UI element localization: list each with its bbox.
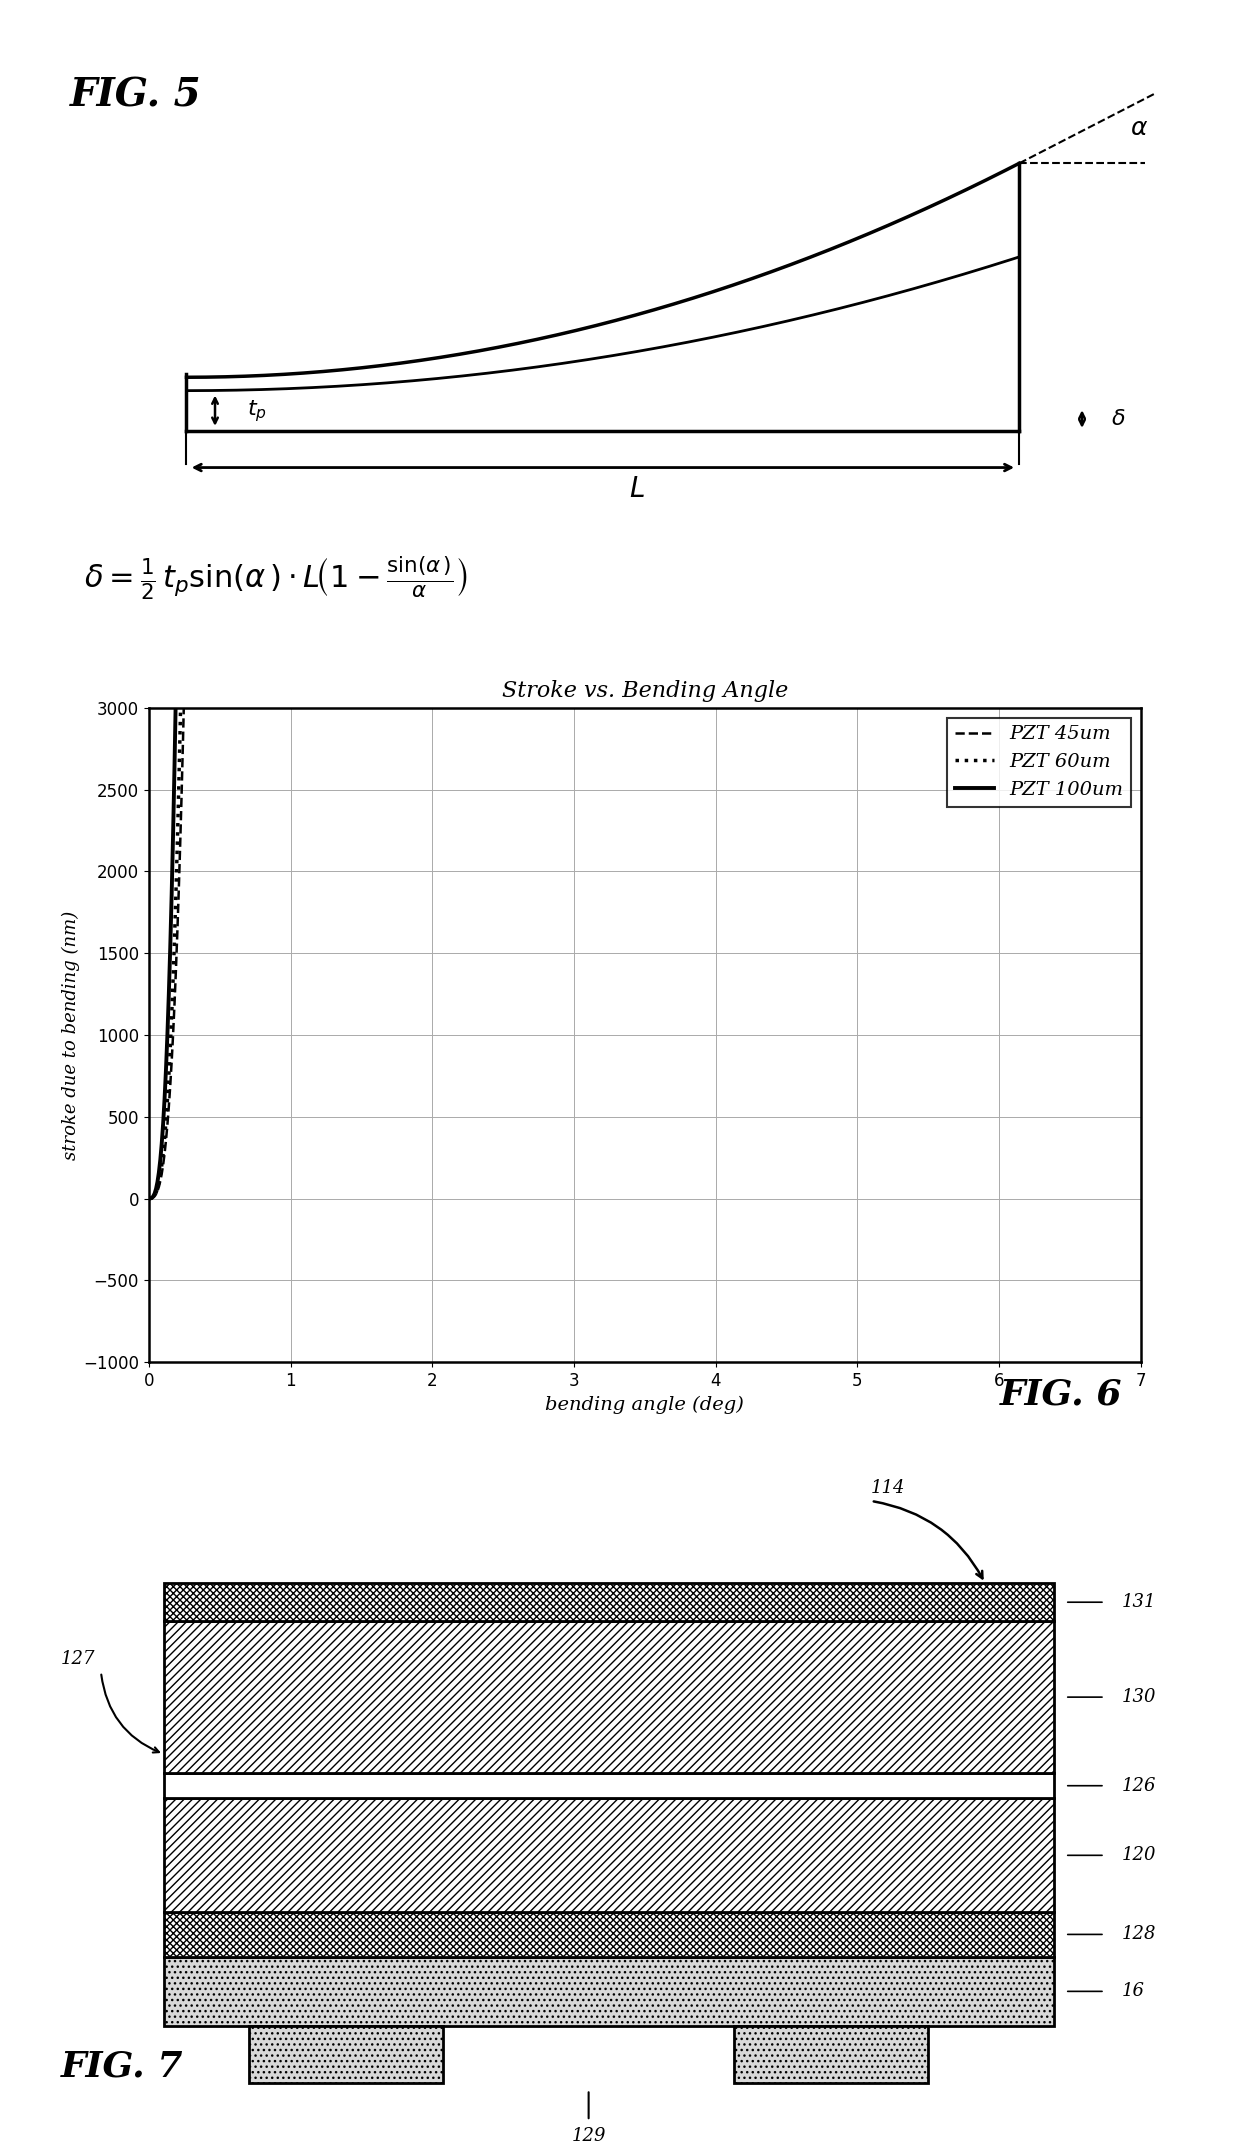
Bar [249, 2027, 443, 2083]
Bar [164, 1622, 1054, 1774]
Text: $\delta$: $\delta$ [1111, 408, 1125, 429]
Text: FIG. 6: FIG. 6 [999, 1377, 1122, 1411]
Bar [164, 1583, 1054, 1622]
Text: 130: 130 [1122, 1688, 1157, 1705]
Bar [164, 1956, 1054, 2027]
Text: 126: 126 [1122, 1776, 1157, 1795]
Text: 16: 16 [1122, 1982, 1145, 2001]
Title: Stroke vs. Bending Angle: Stroke vs. Bending Angle [502, 680, 787, 701]
Bar [164, 1774, 1054, 1798]
Y-axis label: stroke due to bending (nm): stroke due to bending (nm) [62, 909, 81, 1160]
Text: 129: 129 [572, 2128, 606, 2145]
Bar [734, 2027, 928, 2083]
Text: $t_p$: $t_p$ [247, 397, 267, 423]
Text: $\alpha$: $\alpha$ [1130, 116, 1148, 139]
Text: $L$: $L$ [629, 476, 645, 502]
Text: FIG. 7: FIG. 7 [61, 2048, 184, 2083]
Text: FIG. 5: FIG. 5 [71, 77, 202, 114]
Text: 114: 114 [870, 1480, 905, 1497]
Text: 131: 131 [1122, 1594, 1157, 1611]
Text: 127: 127 [61, 1650, 95, 1669]
Bar [164, 1798, 1054, 1913]
Text: 128: 128 [1122, 1926, 1157, 1943]
Text: $\delta = \frac{1}{2}\, t_p \sin(\alpha\,)\cdot L\!\left(1 - \frac{\sin(\alpha\,: $\delta = \frac{1}{2}\, t_p \sin(\alpha\… [84, 556, 467, 603]
X-axis label: bending angle (deg): bending angle (deg) [546, 1396, 744, 1414]
Bar [164, 1913, 1054, 1956]
Text: 120: 120 [1122, 1847, 1157, 1864]
Legend: PZT 45um, PZT 60um, PZT 100um: PZT 45um, PZT 60um, PZT 100um [947, 719, 1131, 807]
